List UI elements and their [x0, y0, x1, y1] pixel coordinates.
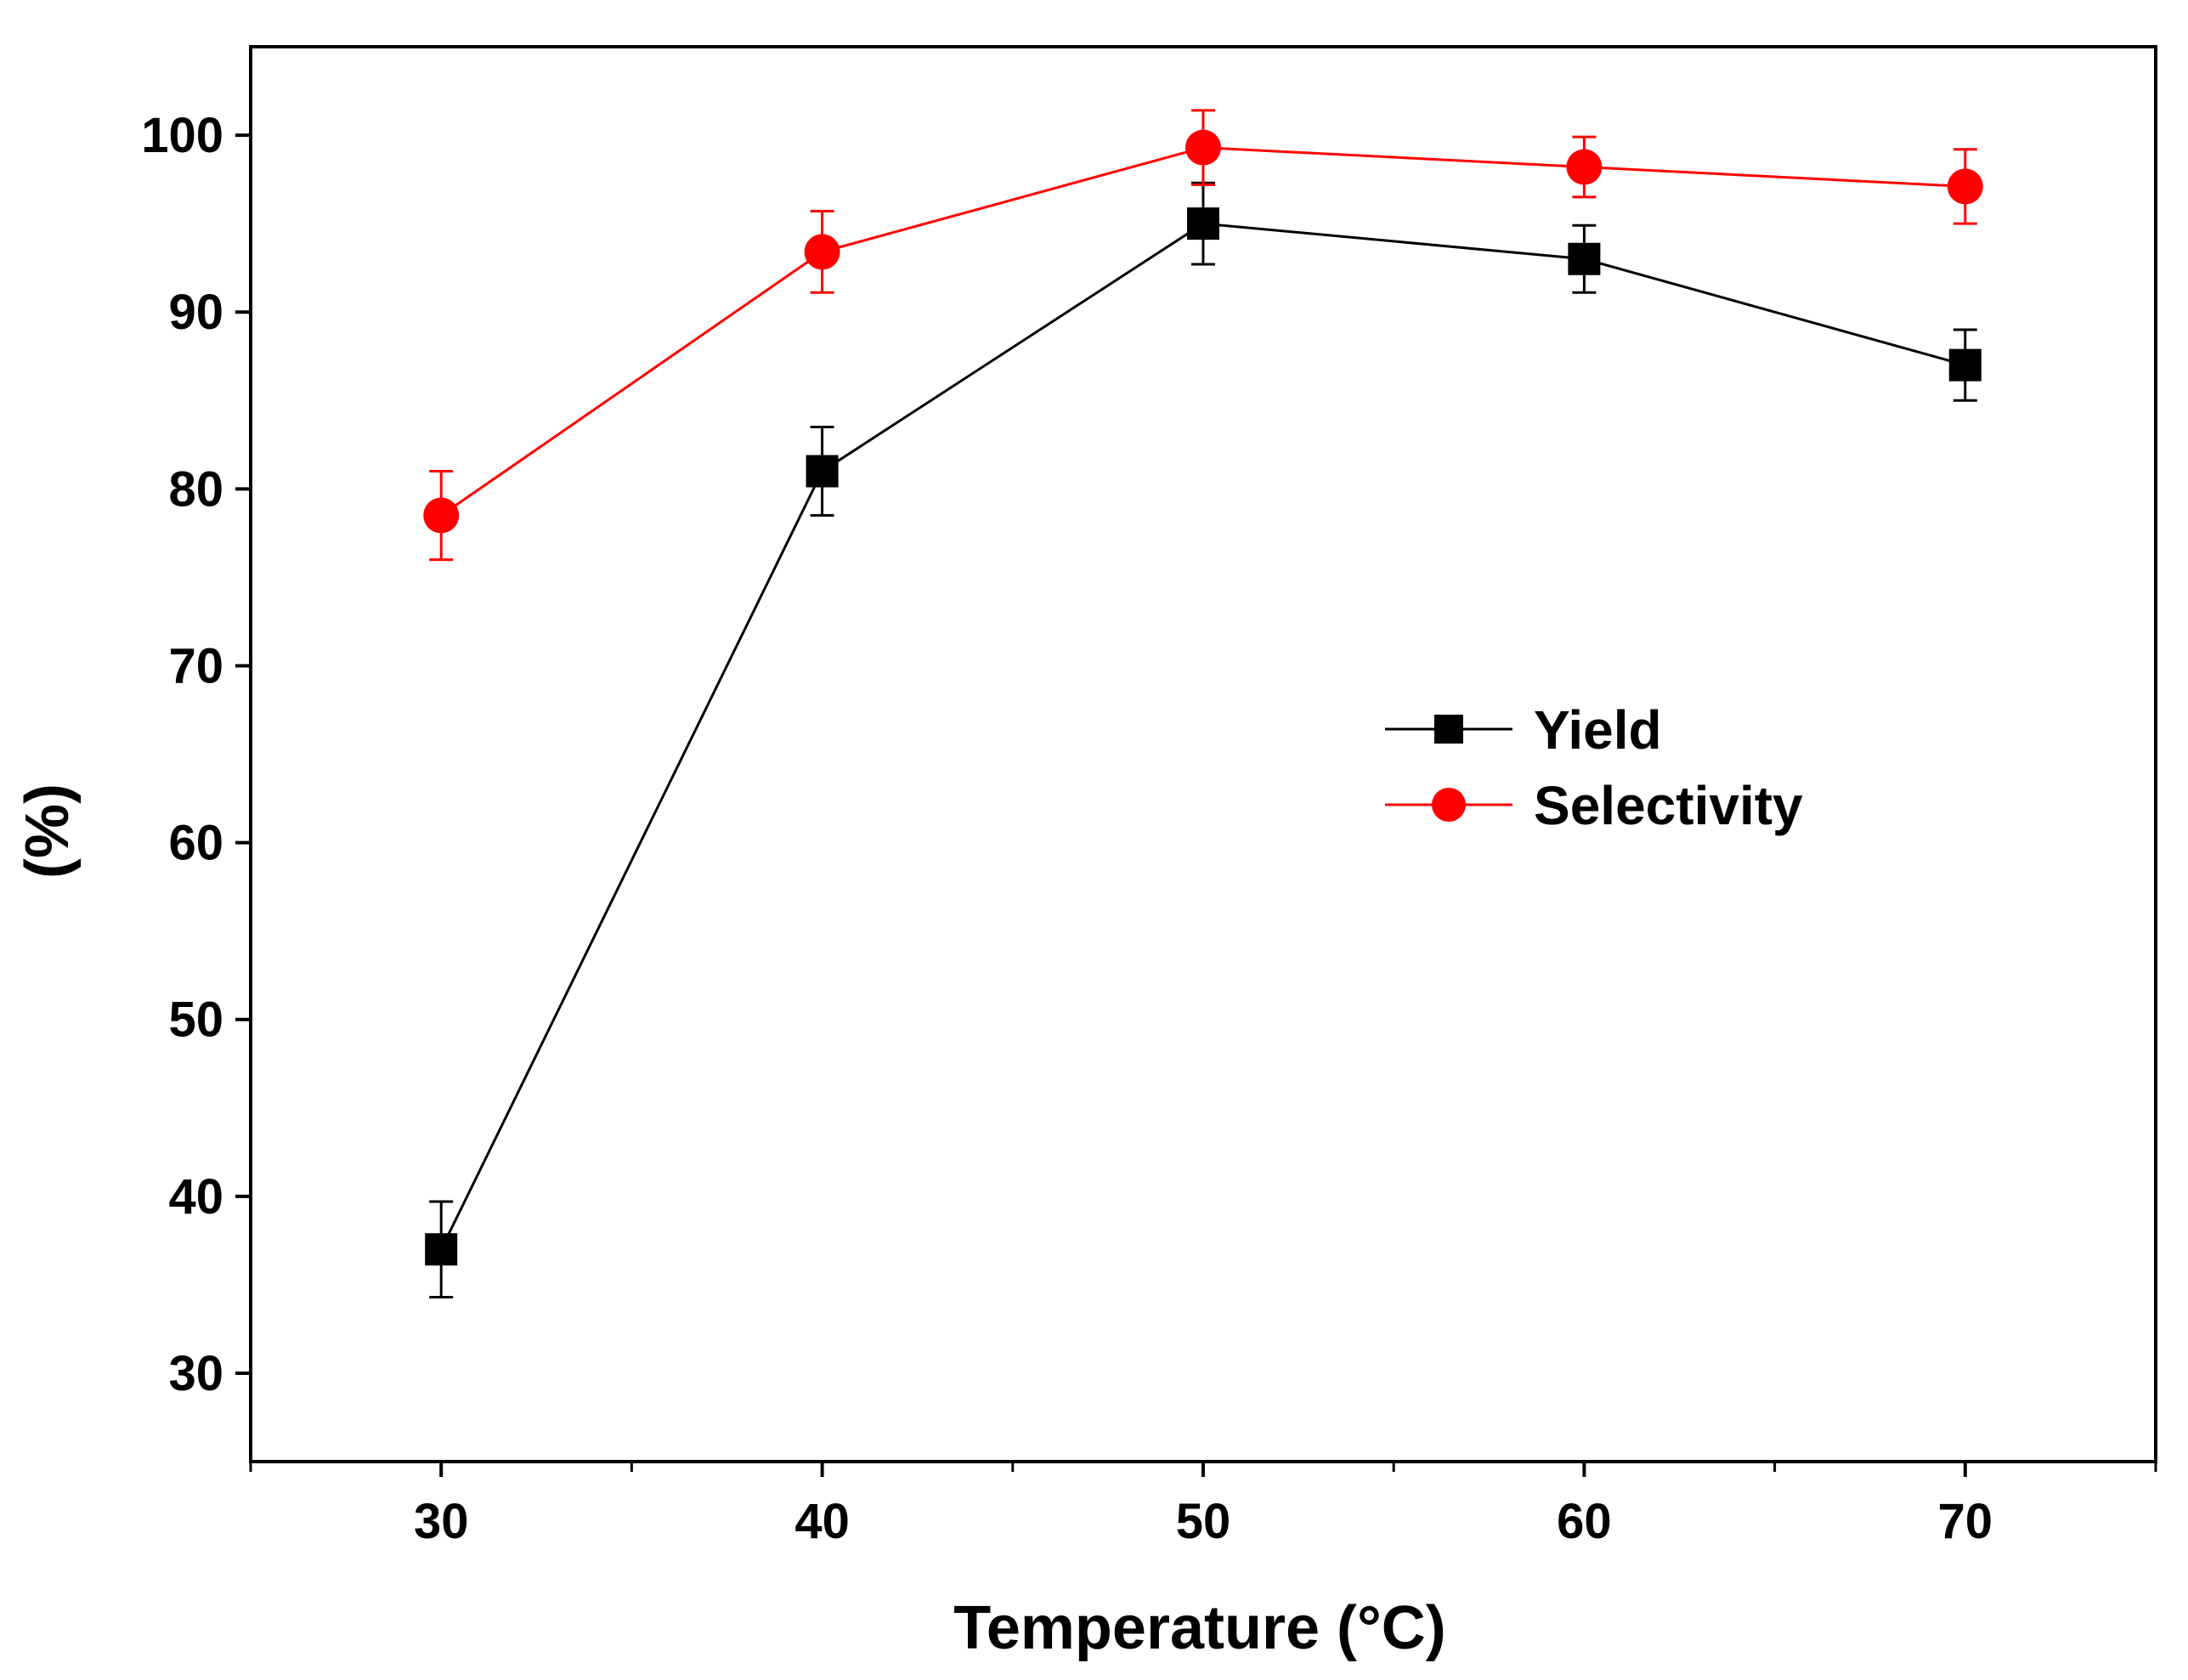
y-axis: 30 40 50 60 70 80 90 100 — [141, 108, 251, 1401]
selectivity-point — [423, 497, 460, 534]
x-axis: 30 40 50 60 70 — [249, 1462, 2157, 1549]
y-tick-label: 40 — [168, 1169, 223, 1225]
legend-yield-label: Yield — [1534, 699, 1662, 761]
selectivity-point — [1566, 149, 1603, 185]
selectivity-point — [1947, 168, 1983, 205]
legend: Yield Selectivity — [1385, 699, 1803, 836]
legend-yield-marker — [1434, 715, 1463, 744]
yield-point — [1187, 207, 1219, 240]
y-axis-title: (%) — [14, 783, 82, 879]
yield-point — [806, 455, 839, 488]
y-tick-label: 30 — [168, 1346, 223, 1401]
yield-point — [425, 1233, 458, 1266]
x-tick-label: 50 — [1176, 1494, 1231, 1549]
y-tick-label: 100 — [141, 108, 223, 163]
selectivity-point — [1185, 129, 1221, 166]
yield-line — [439, 222, 1966, 1250]
x-tick-label: 60 — [1557, 1494, 1612, 1549]
y-tick-label: 80 — [168, 461, 223, 517]
y-tick-label: 90 — [168, 285, 223, 340]
x-tick-label: 40 — [794, 1494, 850, 1549]
legend-selectivity-label: Selectivity — [1534, 775, 1803, 836]
y-tick-label: 60 — [168, 816, 223, 871]
x-tick-label: 30 — [414, 1494, 469, 1549]
x-tick-label: 70 — [1938, 1494, 1993, 1549]
legend-selectivity-marker — [1432, 788, 1466, 822]
y-tick-label: 70 — [168, 638, 223, 693]
yield-point — [1568, 242, 1601, 275]
x-axis-title: Temperature (°C) — [953, 1594, 1446, 1662]
yield-point — [1948, 348, 1982, 382]
y-tick-label: 50 — [168, 993, 223, 1048]
selectivity-point — [804, 234, 840, 270]
plot-area — [423, 109, 1983, 1298]
